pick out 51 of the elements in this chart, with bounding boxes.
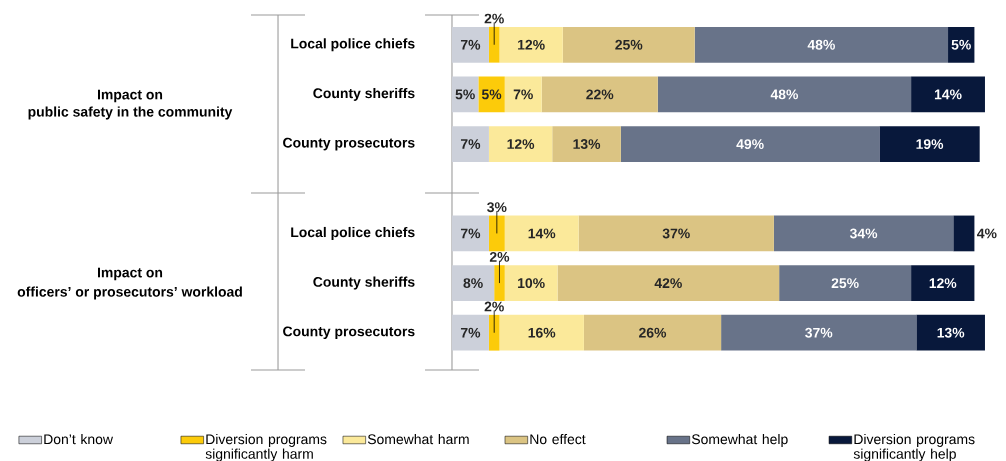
data-label: 2% [484, 13, 504, 24]
legend-label: Don’t know [44, 433, 114, 445]
data-label: 7% [513, 89, 533, 100]
data-label: 2% [489, 251, 510, 262]
y-tick-label: Local police chiefs [291, 226, 415, 240]
data-label: 49% [736, 139, 764, 150]
data-label: 12% [507, 139, 535, 149]
data-label: 48% [807, 39, 835, 50]
data-label: 7% [460, 327, 481, 338]
y-tick-label: County sheriffs [313, 87, 415, 101]
y-tick-label: County prosecutors [283, 326, 415, 340]
data-label: 4% [977, 228, 997, 239]
data-label: 5% [455, 89, 475, 100]
data-label: 5% [951, 39, 971, 50]
data-label: 2% [484, 301, 504, 312]
data-label: 8% [463, 278, 483, 289]
data-label: 16% [528, 327, 556, 338]
data-label: 7% [460, 39, 481, 50]
data-label: 42% [654, 278, 682, 289]
data-label: 12% [929, 278, 957, 289]
y-tick-label: County prosecutors [283, 137, 415, 151]
legend-label: Somewhat help [691, 433, 788, 447]
legend-label: Diversion programs significantly help [853, 433, 975, 461]
data-label: 3% [487, 202, 507, 213]
data-label: 37% [662, 228, 690, 239]
legend-label: Somewhat harm [367, 433, 469, 445]
data-label: 48% [770, 89, 799, 100]
data-label: 13% [573, 139, 601, 150]
data-label: 25% [615, 39, 643, 50]
text: Impact on [97, 89, 163, 103]
text: Impact on [97, 267, 163, 281]
data-label: 19% [916, 139, 944, 150]
text: officers’ or prosecutors’ workload [17, 286, 242, 300]
y-tick-label: Local police chiefs [291, 38, 415, 52]
data-label: 25% [831, 278, 859, 289]
data-label: 14% [934, 89, 962, 100]
data-label: 10% [518, 278, 545, 289]
data-label: 5% [481, 89, 502, 100]
legend-label: No effect [530, 433, 586, 445]
data-label: 22% [586, 89, 614, 100]
data-label: 13% [937, 327, 965, 338]
data-label: 34% [849, 228, 878, 239]
data-label: 26% [639, 327, 667, 338]
data-label: 7% [460, 139, 481, 149]
text: public safety in the community [28, 106, 233, 120]
data-label: 37% [805, 327, 833, 338]
data-label: 12% [518, 39, 545, 50]
y-tick-label: County sheriffs [313, 276, 415, 290]
legend-label: Diversion programs significantly harm [205, 433, 327, 461]
data-label: 7% [460, 228, 481, 239]
data-label: 14% [528, 228, 556, 239]
